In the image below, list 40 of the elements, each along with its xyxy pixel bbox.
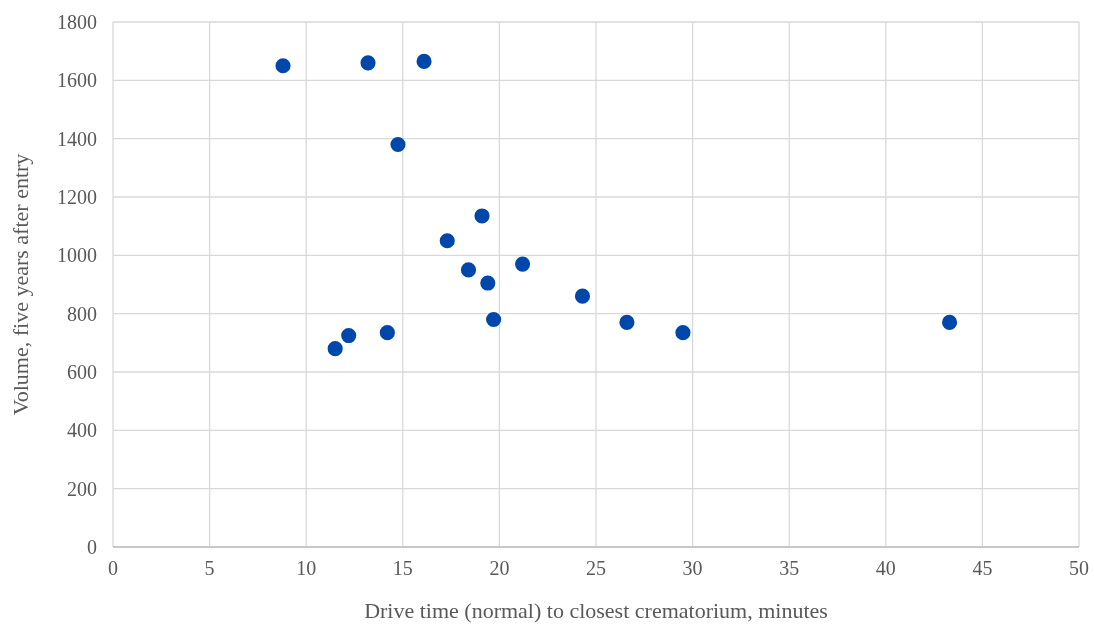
- x-tick-label: 15: [392, 557, 413, 579]
- point: [416, 53, 432, 69]
- point: [390, 136, 406, 153]
- point: [574, 288, 591, 304]
- point: [341, 327, 357, 344]
- y-tick-label: 600: [67, 361, 97, 383]
- x-tick-label: 25: [586, 557, 606, 579]
- y-tick-label: 0: [87, 536, 97, 558]
- y-tick-label: 1800: [57, 11, 97, 33]
- y-tick-label: 200: [67, 477, 97, 500]
- point: [619, 314, 635, 330]
- point: [515, 256, 531, 272]
- y-tick-label: 1000: [57, 244, 97, 267]
- point: [379, 325, 395, 341]
- point: [275, 58, 291, 74]
- point: [480, 275, 496, 291]
- y-tick-label: 1200: [57, 186, 97, 208]
- x-tick-label: 50: [1069, 557, 1089, 579]
- x-tick-label: 40: [875, 557, 896, 579]
- y-axis-title: Volume, five years after entry: [8, 153, 33, 416]
- point: [675, 325, 691, 341]
- point: [486, 311, 502, 328]
- x-tick-label: 5: [204, 557, 215, 579]
- x-tick-label: 45: [972, 557, 993, 579]
- y-tick-label: 800: [67, 302, 97, 325]
- x-tick-label: 20: [489, 557, 510, 579]
- point: [941, 314, 958, 330]
- point: [460, 262, 477, 278]
- point: [439, 233, 455, 249]
- x-tick-label: 30: [682, 557, 703, 579]
- x-tick-label: 35: [779, 557, 800, 579]
- x-axis-title: Drive time (normal) to closest crematorium, minutes: [364, 598, 828, 623]
- point: [327, 341, 343, 357]
- point: [474, 208, 490, 224]
- point: [360, 55, 376, 71]
- y-tick-label: 400: [67, 419, 97, 442]
- x-tick-label: 0: [108, 557, 118, 579]
- y-tick-label: 1400: [57, 127, 97, 150]
- y-tick-label: 1600: [57, 69, 97, 92]
- x-tick-label: 10: [296, 557, 317, 579]
